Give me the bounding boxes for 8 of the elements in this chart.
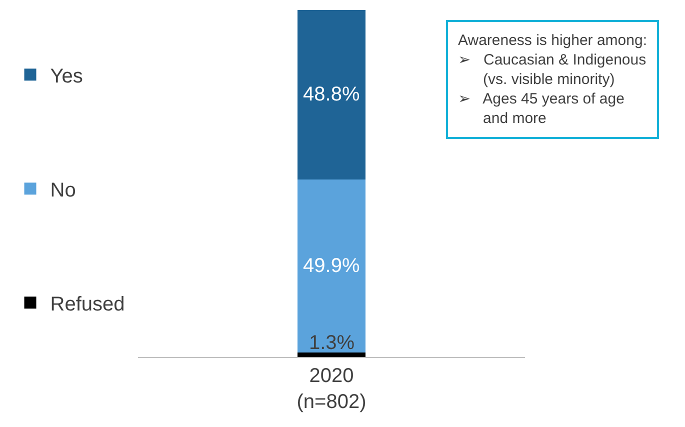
legend-label: No [50,179,76,202]
legend-label: Refused [50,293,125,316]
data-label: 1.3% [309,332,355,354]
data-label: 49.9% [303,254,360,277]
text: Awareness is higher among: ➢ Caucasian & Indigenous (vs. visible minority) ➢ Ages 45 years of age and more [458,32,647,127]
x-tick-label: 2020 (n=802) [296,365,366,413]
data-label: 48.8% [303,84,360,106]
legend-label: Yes [50,65,83,88]
